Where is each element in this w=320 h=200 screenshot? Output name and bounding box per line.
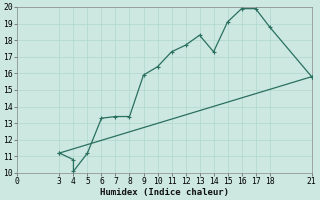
X-axis label: Humidex (Indice chaleur): Humidex (Indice chaleur) [100,188,229,197]
